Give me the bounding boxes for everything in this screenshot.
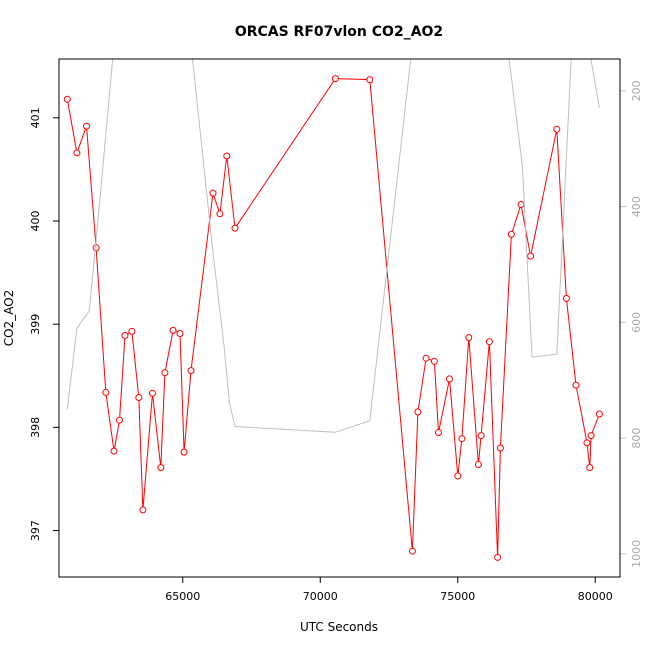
- series-layer: [63, 59, 603, 561]
- data-point: [562, 294, 570, 302]
- data-point: [180, 448, 188, 456]
- y2-tick-label: 600: [630, 312, 643, 333]
- y-tick-label: 398: [29, 417, 42, 438]
- data-point: [331, 75, 339, 83]
- data-point: [408, 547, 416, 555]
- data-point: [422, 354, 430, 362]
- data-point: [477, 432, 485, 440]
- x-tick-label: 80000: [578, 590, 613, 603]
- data-point: [169, 326, 177, 334]
- data-point: [209, 189, 217, 197]
- data-point: [583, 439, 591, 447]
- data-point: [139, 506, 147, 514]
- data-point: [586, 464, 594, 472]
- chart-title: ORCAS RF07vlon CO2_AO2: [235, 24, 443, 40]
- data-point: [446, 375, 453, 383]
- data-point: [116, 416, 123, 424]
- data-point: [176, 330, 184, 337]
- data-point: [366, 76, 374, 84]
- data-point: [454, 472, 462, 480]
- data-point: [102, 388, 110, 396]
- data-point: [435, 429, 442, 436]
- data-point: [135, 394, 143, 401]
- data-point: [553, 125, 561, 133]
- data-point: [587, 432, 595, 440]
- data-point: [128, 327, 136, 335]
- y2-tick-label: 400: [630, 196, 643, 217]
- data-point: [92, 244, 100, 252]
- y2-tick-label: 200: [630, 80, 643, 101]
- data-point: [216, 210, 224, 218]
- data-point: [110, 447, 118, 455]
- y-tick-label: 397: [29, 520, 42, 541]
- y2-tick-label: 800: [630, 428, 643, 449]
- y-tick-label: 399: [29, 314, 42, 335]
- data-point: [149, 389, 156, 397]
- data-point: [527, 252, 535, 260]
- series-line: [66, 78, 600, 558]
- data-point: [231, 224, 239, 232]
- x-tick-label: 75000: [440, 590, 475, 603]
- secondary-series-line: [66, 59, 600, 433]
- data-point: [430, 357, 438, 365]
- data-point: [161, 369, 169, 377]
- data-point: [157, 464, 165, 472]
- data-point: [223, 152, 231, 160]
- data-point: [83, 122, 90, 130]
- data-point: [63, 95, 71, 103]
- data-point: [187, 367, 195, 375]
- data-point: [73, 149, 81, 157]
- data-point: [485, 338, 493, 346]
- data-point: [496, 444, 504, 452]
- y-axis-label: CO2_AO2: [2, 290, 16, 347]
- x-tick-label: 70000: [303, 590, 338, 603]
- y-tick-label: 401: [29, 107, 42, 128]
- data-point: [595, 410, 603, 418]
- x-axis-label: UTC Seconds: [300, 620, 378, 634]
- data-point: [572, 381, 580, 389]
- data-point: [474, 461, 482, 468]
- data-point: [494, 553, 502, 561]
- data-point: [507, 230, 515, 238]
- data-point: [414, 408, 422, 416]
- y2-tick-label: 1000: [630, 540, 643, 568]
- x-tick-label: 65000: [165, 590, 200, 603]
- data-point: [121, 332, 129, 339]
- axes-layer: 65000 70000 75000 80000 397 398 399 400 401 200 40…: [29, 80, 643, 603]
- y-tick-label: 400: [29, 211, 42, 232]
- data-point: [458, 435, 466, 443]
- data-point: [517, 201, 525, 208]
- plot-frame: [58, 58, 621, 578]
- data-point: [465, 334, 473, 342]
